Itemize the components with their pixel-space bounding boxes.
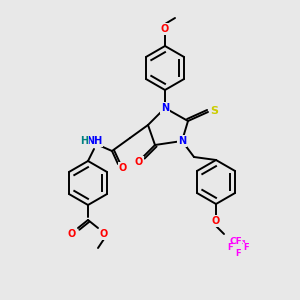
Text: F: F [243,244,249,253]
Text: O: O [100,229,108,239]
Text: O: O [135,157,143,167]
Text: F: F [227,244,233,253]
Text: O: O [212,216,220,226]
Text: N: N [161,103,169,113]
Text: S: S [210,106,218,116]
Text: CF₃: CF₃ [230,238,246,247]
Text: H: H [80,136,88,146]
Text: F: F [235,250,241,259]
Text: O: O [119,163,127,173]
Text: N: N [178,136,186,146]
Text: NH: NH [86,136,102,146]
Text: O: O [161,24,169,34]
Text: O: O [68,229,76,239]
